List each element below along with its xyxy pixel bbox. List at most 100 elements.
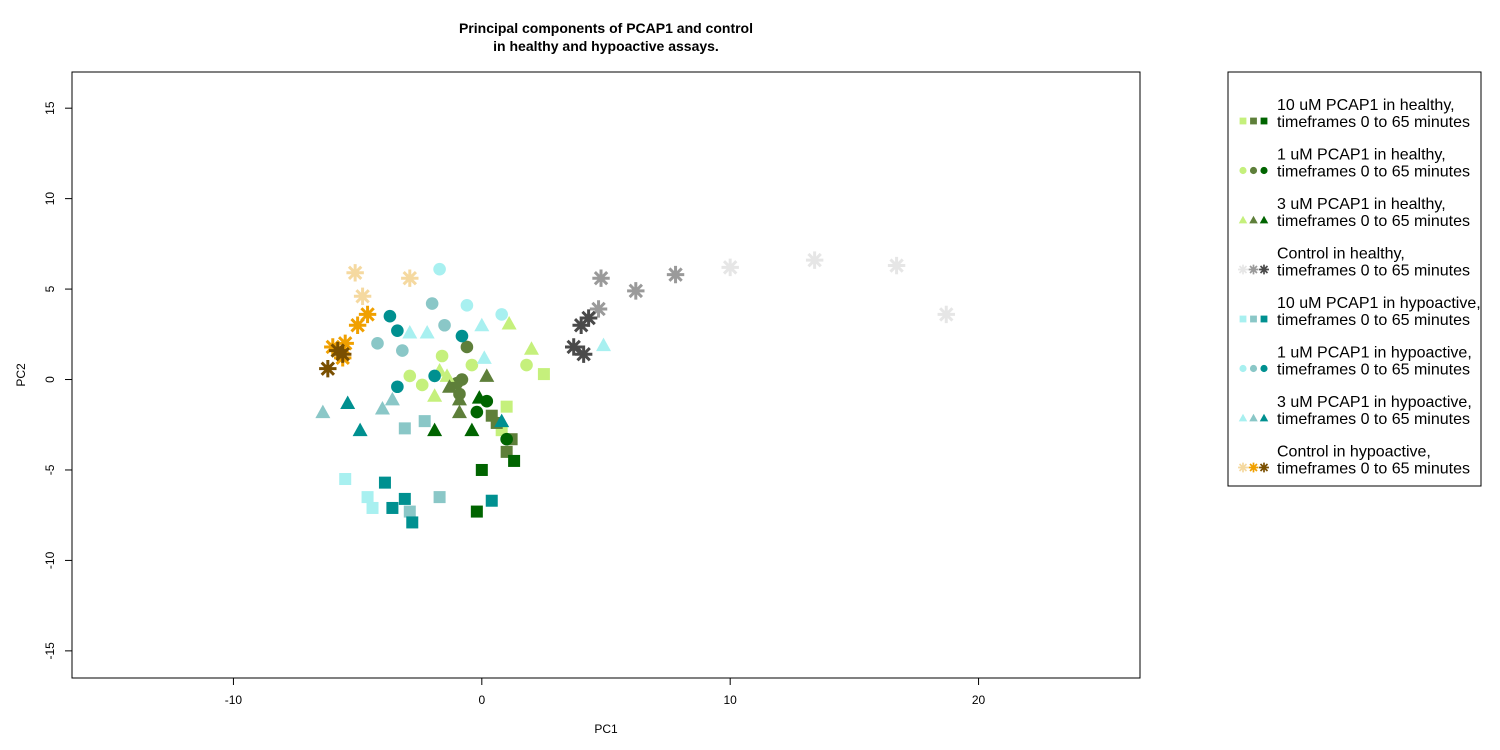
legend-swatch-circle — [1239, 364, 1247, 373]
data-point-triangle — [451, 404, 467, 419]
data-point-square — [406, 516, 419, 529]
data-point-star — [627, 282, 645, 300]
data-point-star — [353, 287, 372, 306]
legend-label: 3 uM PCAP1 in healthy, — [1277, 196, 1446, 213]
data-point-square — [398, 422, 411, 435]
legend-label: 1 uM PCAP1 in healthy, — [1277, 147, 1446, 164]
x-tick-label: 10 — [724, 693, 738, 707]
data-point-triangle — [419, 324, 435, 339]
data-point-square — [433, 491, 446, 504]
legend-label: 3 uM PCAP1 in hypoactive, — [1277, 394, 1472, 411]
legend-swatch-triangle — [1259, 413, 1269, 422]
data-point-star — [579, 309, 598, 327]
y-tick-label: -5 — [43, 464, 57, 475]
data-point-triangle — [442, 379, 458, 393]
legend-label: 10 uM PCAP1 in healthy, — [1277, 97, 1455, 114]
legend-swatch-star — [1238, 462, 1248, 473]
x-tick-label: 0 — [478, 693, 485, 707]
chart-title-line1: Principal components of PCAP1 and contro… — [459, 20, 753, 36]
legend-label: 10 uM PCAP1 in hypoactive, — [1277, 295, 1481, 312]
legend-swatch-square — [1239, 117, 1247, 125]
data-point-star — [401, 269, 419, 287]
x-tick-label: 20 — [972, 693, 986, 707]
data-point-square — [366, 501, 379, 514]
legend-swatch-circle — [1249, 166, 1258, 175]
data-point-circle — [383, 309, 397, 323]
legend-swatch-triangle — [1259, 215, 1269, 224]
data-point-star — [334, 345, 352, 363]
data-point-star — [319, 359, 337, 378]
data-point-circle — [495, 308, 508, 321]
legend-swatch-circle — [1260, 364, 1268, 373]
data-point-star — [346, 264, 364, 282]
data-point-circle — [465, 358, 479, 372]
y-tick-label: 0 — [43, 376, 57, 383]
data-point-circle — [403, 369, 417, 383]
data-point-circle — [438, 318, 451, 332]
x-axis-title: PC1 — [594, 722, 618, 736]
x-tick-label: -10 — [225, 693, 243, 707]
legend-swatch-square — [1250, 315, 1257, 323]
data-point-square — [537, 368, 550, 381]
data-point-circle — [371, 337, 384, 350]
legend-swatch-triangle — [1238, 413, 1248, 422]
chart-title-line2: in healthy and hypoactive assays. — [493, 38, 719, 54]
y-tick-label: -10 — [43, 551, 57, 569]
legend-swatch-triangle — [1249, 413, 1258, 422]
data-point-triangle — [523, 341, 539, 355]
legend-swatch-triangle — [1238, 215, 1248, 224]
y-axis: -15 -10 -5 0 5 10 15 — [43, 101, 72, 660]
y-tick-label: 10 — [43, 192, 57, 206]
legend-swatch-star — [1248, 462, 1259, 473]
data-point-circle — [428, 369, 441, 383]
data-point-square — [361, 491, 374, 504]
legend-swatch-square — [1239, 315, 1247, 323]
y-tick-label: 5 — [43, 285, 57, 292]
data-point-triangle — [374, 400, 390, 415]
data-point-triangle — [439, 368, 455, 382]
legend-label: timeframes 0 to 65 minutes — [1277, 461, 1470, 478]
y-tick-label: 15 — [43, 101, 57, 115]
data-point-circle — [520, 358, 533, 372]
legend-label: timeframes 0 to 65 minutes — [1277, 213, 1470, 230]
legend-swatch-circle — [1249, 364, 1258, 373]
data-point-star — [358, 305, 377, 324]
data-point-star — [666, 265, 685, 284]
data-point-star — [572, 316, 590, 334]
data-point-circle — [435, 349, 449, 363]
legend-label: Control in hypoactive, — [1277, 444, 1431, 461]
x-axis: -10 0 10 20 — [225, 678, 986, 707]
legend-swatch-star — [1248, 264, 1259, 275]
data-point-square — [475, 463, 488, 476]
data-point-star — [336, 334, 354, 353]
legend-swatch-circle — [1260, 166, 1268, 175]
data-point-star — [565, 338, 583, 356]
legend-label: timeframes 0 to 65 minutes — [1277, 411, 1470, 428]
legend-box — [1227, 71, 1482, 487]
data-point-square — [500, 400, 513, 413]
data-point-triangle — [479, 368, 495, 382]
legend: 10 uM PCAP1 in healthy, timeframes 0 to 6… — [1238, 97, 1481, 478]
data-point-star — [592, 269, 610, 287]
data-point-triangle — [384, 391, 400, 406]
data-point-star — [589, 300, 608, 318]
data-point-triangle — [315, 404, 331, 419]
data-point-star — [887, 256, 906, 275]
legend-label: timeframes 0 to 65 minutes — [1277, 263, 1470, 280]
data-point-square — [386, 501, 399, 514]
legend-swatch-star — [1259, 264, 1269, 275]
data-point-square — [339, 473, 352, 486]
data-point-square — [470, 505, 483, 518]
data-point-circle — [455, 329, 469, 343]
data-point-triangle — [494, 413, 510, 428]
legend-swatch-square — [1250, 117, 1257, 125]
legend-swatch-star — [1238, 264, 1248, 275]
data-point-triangle — [402, 324, 418, 339]
data-point-star — [805, 251, 824, 269]
data-point-square — [378, 476, 391, 489]
legend-label: timeframes 0 to 65 minutes — [1277, 362, 1470, 379]
legend-swatch-circle — [1239, 166, 1247, 175]
data-point-square — [398, 492, 411, 505]
data-point-square — [403, 505, 416, 518]
